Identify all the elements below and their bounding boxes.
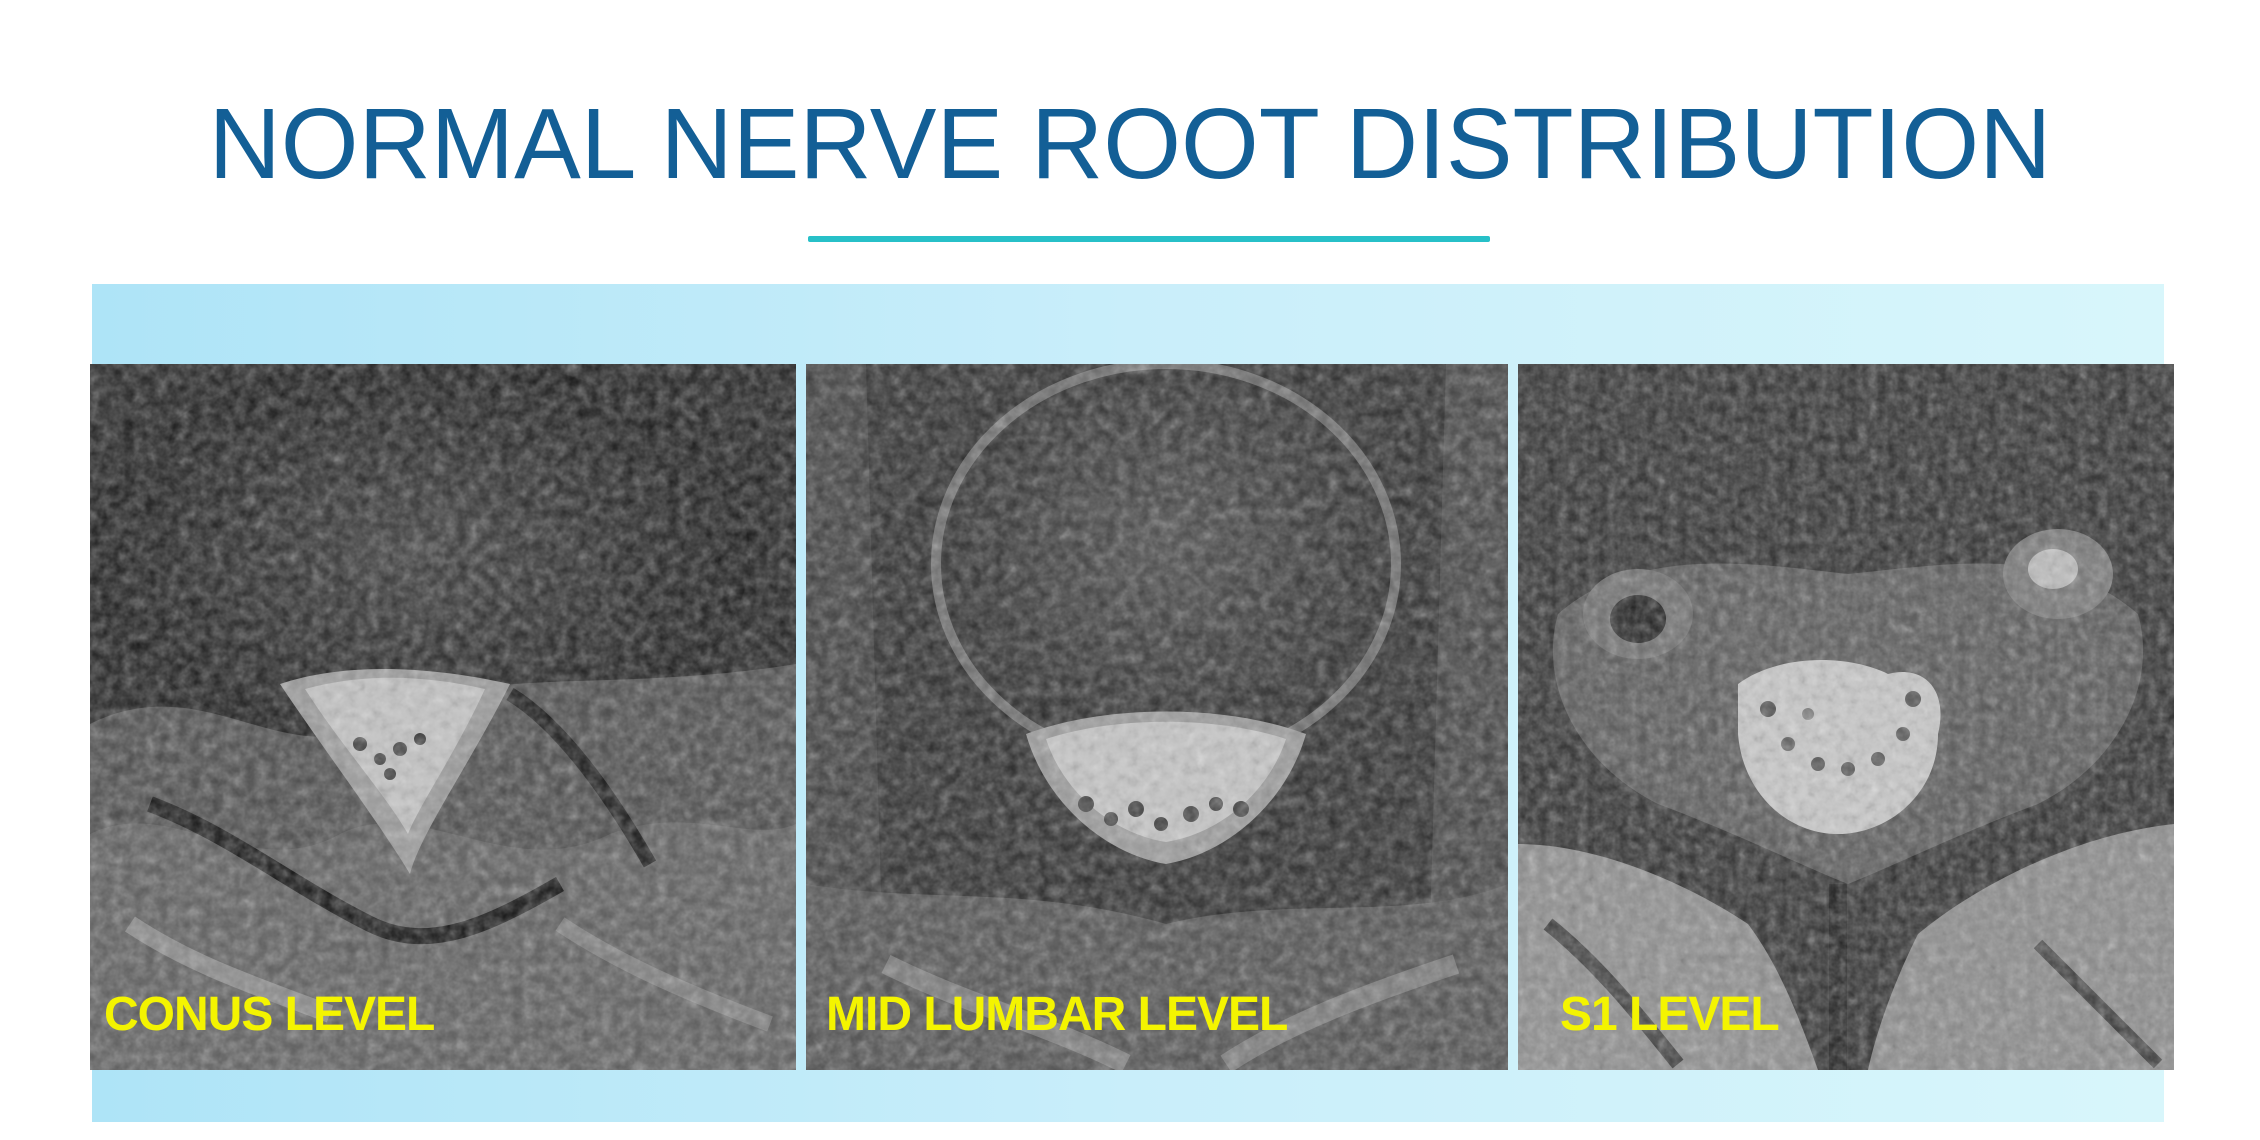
mri-image-mid-lumbar-level: MID LUMBAR LEVEL xyxy=(806,364,1508,1070)
slide-title: NORMAL NERVE ROOT DISTRIBUTION xyxy=(208,88,2052,200)
mri-scan-conus xyxy=(90,364,796,1070)
mri-image-s1-level: S1 LEVEL xyxy=(1518,364,2174,1070)
mri-scan-mid-lumbar xyxy=(806,364,1508,1070)
mri-scan-s1 xyxy=(1518,364,2174,1070)
image-label-mid-lumbar: MID LUMBAR LEVEL xyxy=(826,988,1288,1041)
mri-image-conus-level: CONUS LEVEL xyxy=(90,364,796,1070)
image-label-s1: S1 LEVEL xyxy=(1560,988,1780,1041)
title-underline xyxy=(808,236,1490,242)
image-label-conus: CONUS LEVEL xyxy=(104,988,435,1041)
